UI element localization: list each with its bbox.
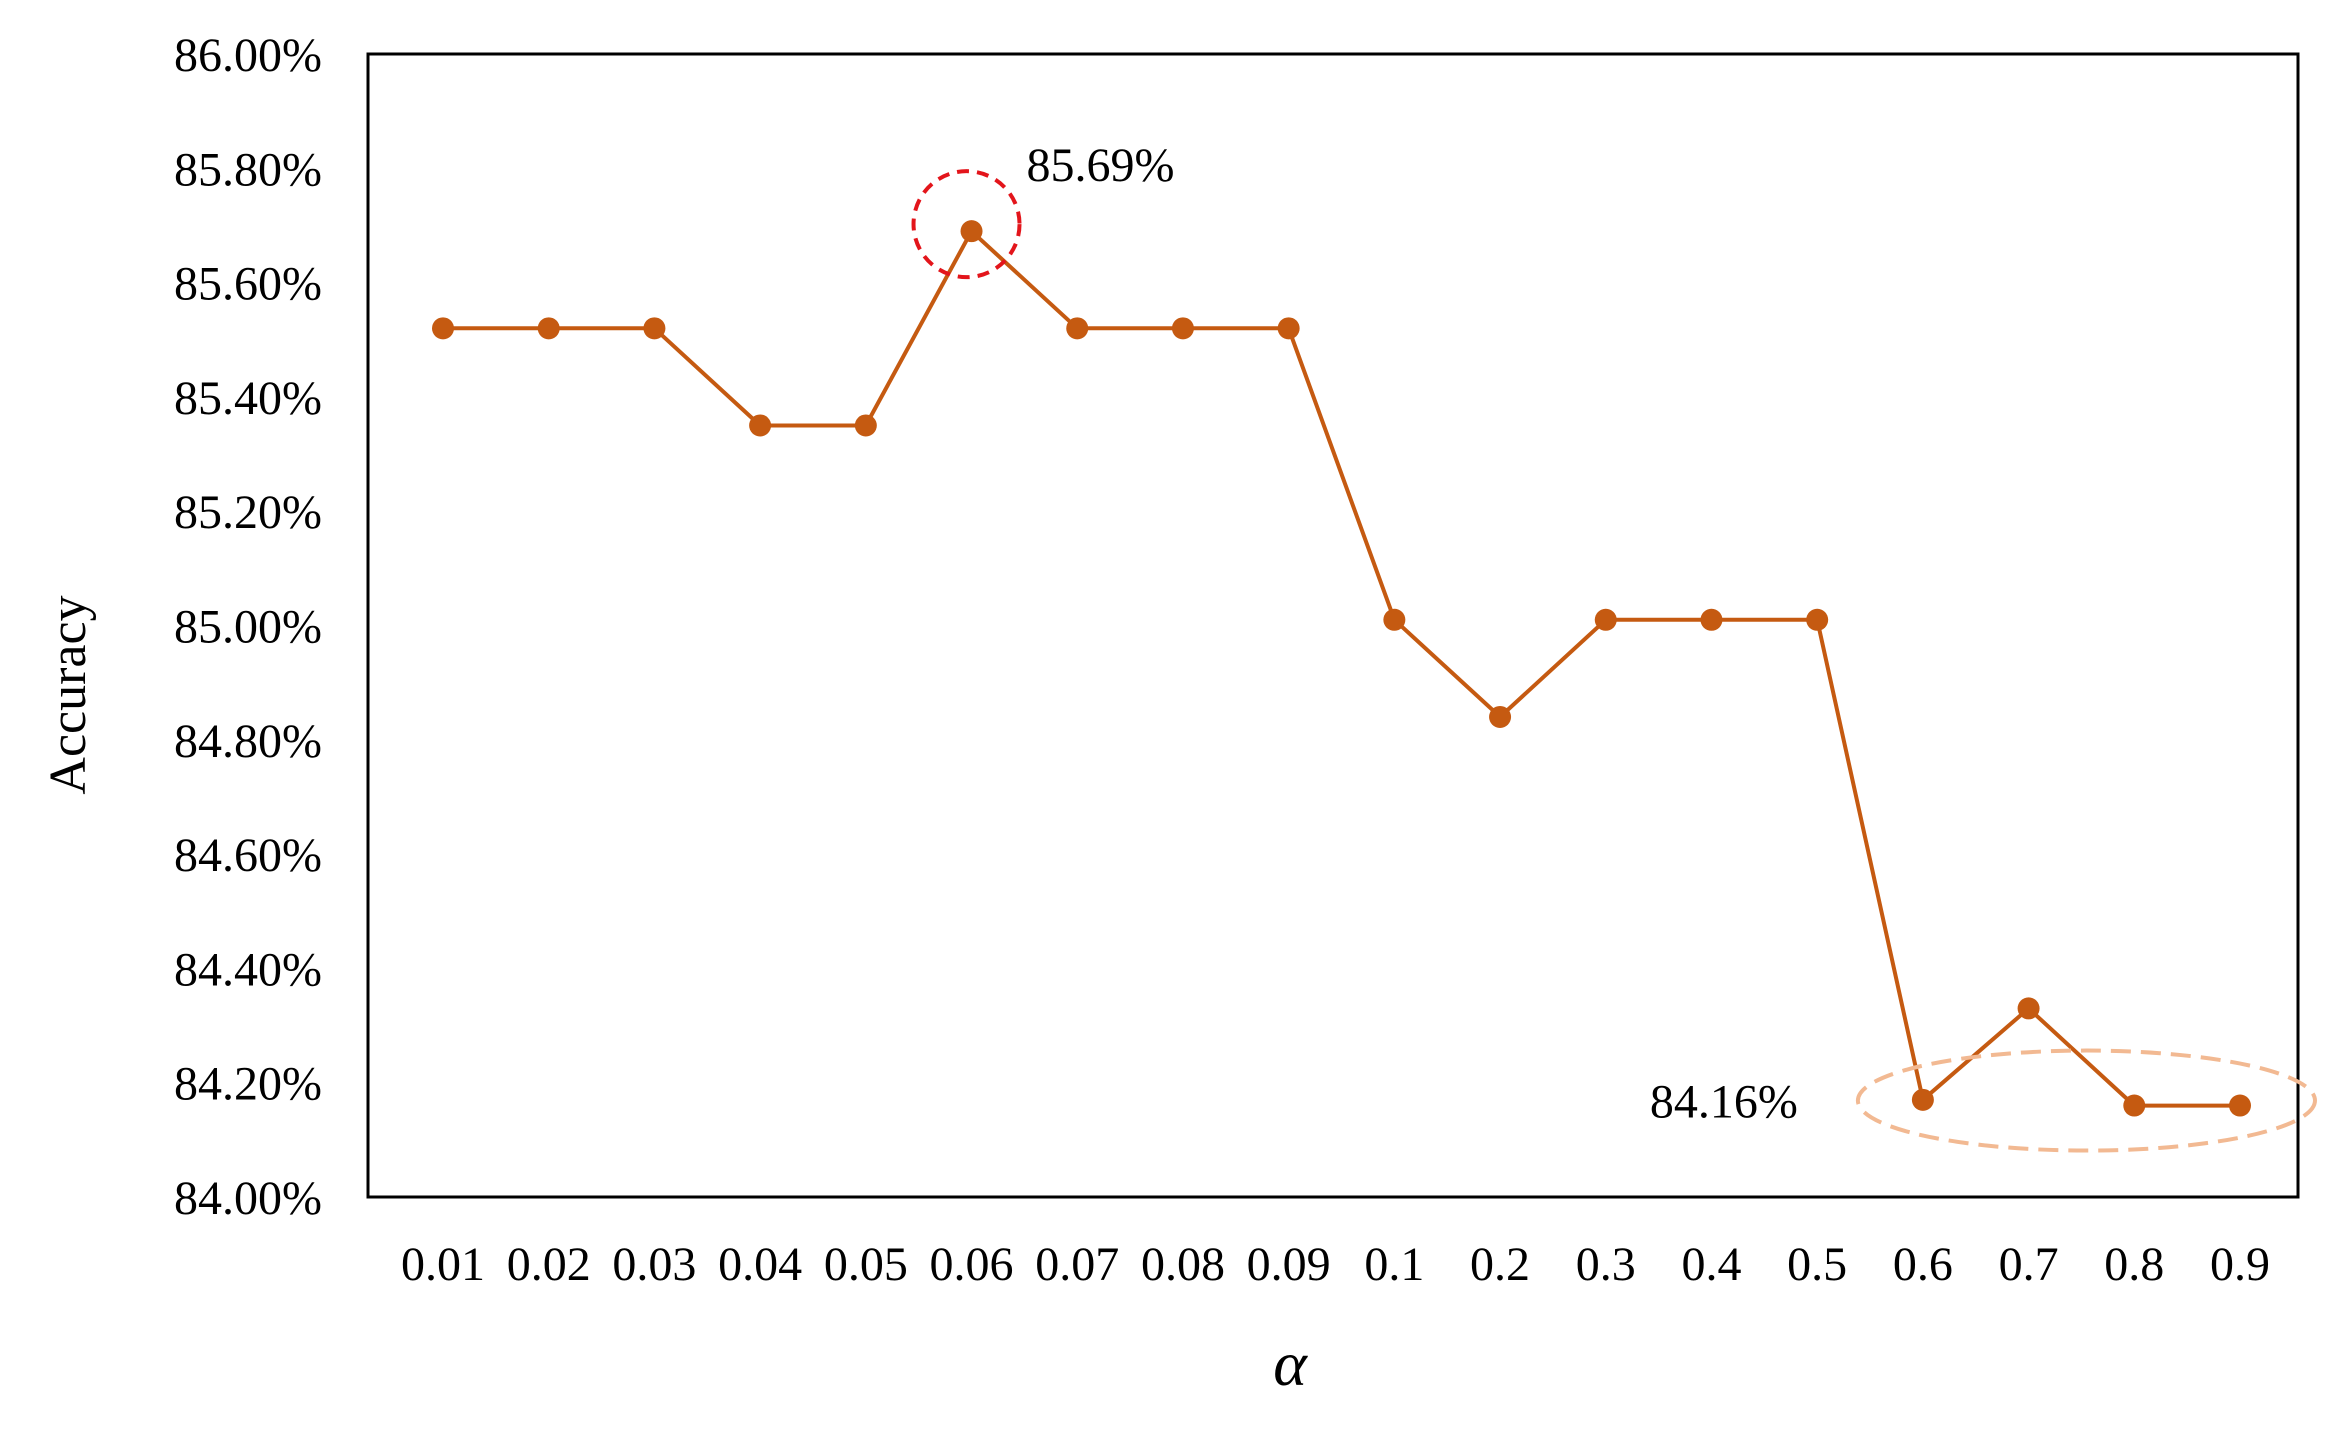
x-tick-label: 0.1	[1364, 1238, 1424, 1291]
max-value-label: 85.69%	[1027, 139, 1175, 192]
y-tick-label: 84.40%	[174, 943, 322, 996]
data-point	[1594, 608, 1617, 631]
data-point	[1383, 608, 1406, 631]
x-tick-label: 0.5	[1787, 1238, 1847, 1291]
x-tick-label: 0.03	[612, 1238, 696, 1291]
data-point	[537, 317, 560, 340]
x-tick-label: 0.3	[1576, 1238, 1636, 1291]
data-point	[2123, 1094, 2146, 1117]
min-highlight-ellipse	[1855, 1048, 2317, 1153]
x-tick-label: 0.4	[1681, 1238, 1741, 1291]
data-point	[749, 414, 772, 437]
x-tick-label: 0.7	[1999, 1238, 2059, 1291]
y-axis-title: Accuracy	[40, 595, 97, 794]
y-tick-label: 84.00%	[174, 1172, 322, 1225]
y-tick-label: 85.80%	[174, 143, 322, 196]
data-point	[643, 317, 666, 340]
y-tick-label: 85.20%	[174, 486, 322, 539]
x-axis-title: α	[1273, 1328, 1308, 1399]
y-tick-label: 85.40%	[174, 372, 322, 425]
x-tick-label: 0.8	[2104, 1238, 2164, 1291]
x-tick-label: 0.01	[401, 1238, 485, 1291]
x-tick-label: 0.9	[2210, 1238, 2270, 1291]
x-tick-label: 0.06	[930, 1238, 1014, 1291]
y-tick-label: 85.60%	[174, 258, 322, 311]
plot-area-frame	[366, 52, 2300, 1199]
annotations: 85.69% 84.16%	[911, 139, 2317, 1153]
data-point	[1806, 608, 1829, 631]
data-point	[960, 220, 983, 243]
x-tick-labels: 0.01 0.02 0.03 0.04 0.05 0.06 0.07 0.08 0.09 0.1 0…	[401, 1238, 2270, 1291]
y-tick-label: 84.80%	[174, 715, 322, 768]
series-lines	[443, 229, 2240, 1108]
x-tick-label: 0.09	[1247, 1238, 1331, 1291]
x-tick-label: 0.08	[1141, 1238, 1225, 1291]
x-tick-label: 0.2	[1470, 1238, 1530, 1291]
data-point	[2017, 997, 2040, 1020]
data-point	[1911, 1088, 1934, 1111]
data-point	[1171, 317, 1194, 340]
y-tick-label: 84.20%	[174, 1058, 322, 1111]
max-highlight-circle	[911, 169, 1022, 280]
series-markers	[432, 220, 2251, 1117]
data-point	[854, 414, 877, 437]
data-point	[1700, 608, 1723, 631]
data-point	[2229, 1094, 2251, 1117]
data-point	[1277, 317, 1300, 340]
y-tick-label: 85.00%	[174, 601, 322, 654]
data-point	[1489, 705, 1512, 728]
x-tick-label: 0.04	[718, 1238, 802, 1291]
y-tick-label: 86.00%	[174, 29, 322, 82]
x-tick-label: 0.07	[1035, 1238, 1119, 1291]
data-point	[1066, 317, 1089, 340]
x-tick-label: 0.05	[824, 1238, 908, 1291]
series-line	[443, 229, 2240, 1108]
x-tick-label: 0.6	[1893, 1238, 1953, 1291]
y-tick-labels: 84.00% 84.20% 84.40% 84.60% 84.80% 85.00% 85.2…	[174, 29, 322, 1225]
min-value-label: 84.16%	[1650, 1076, 1798, 1129]
y-tick-label: 84.60%	[174, 829, 322, 882]
data-point	[432, 317, 454, 340]
x-tick-label: 0.02	[507, 1238, 591, 1291]
